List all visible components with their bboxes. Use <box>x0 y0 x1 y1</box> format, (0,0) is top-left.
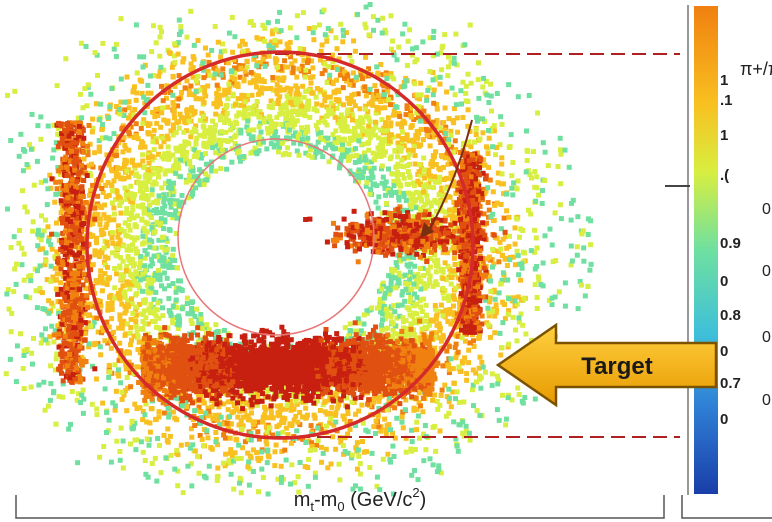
colorbar-tick-label: .( <box>720 167 729 184</box>
colorbar-tick-label: 0 <box>720 343 728 360</box>
inner-ring <box>177 138 375 336</box>
x-axis-frame <box>15 495 665 519</box>
colorbar-tick-label: 0 <box>720 273 728 290</box>
right-axis-frame <box>681 495 772 519</box>
colorbar-tick-label: 0 <box>720 411 728 428</box>
target-label: Target <box>581 353 653 380</box>
colorbar-tick-label: .1 <box>720 92 733 109</box>
side-tick-label: 0 <box>762 329 771 346</box>
colorbar-tick-labels: 1 .1 1 .( 0.9 0 0.8 0 0.7 0 <box>720 72 741 428</box>
outer-ring <box>85 50 475 440</box>
side-tick-label: 0 <box>762 201 771 218</box>
side-tick-label: 0 <box>762 263 771 280</box>
colorbar-tick-label: 1 <box>720 72 728 89</box>
colorbar-tick-label: 0.8 <box>720 307 741 324</box>
colorbar-tick-label: 0.7 <box>720 375 741 392</box>
colorbar-tick-label: 1 <box>720 127 728 144</box>
pointer-arrowhead <box>420 222 434 238</box>
side-tick-labels: 0 0 0 0 <box>762 201 771 409</box>
heatmap-points <box>3 2 594 497</box>
target-arrow <box>495 322 718 408</box>
side-tick-label: 0 <box>762 392 771 409</box>
colorbar-tick-label: 0.9 <box>720 235 741 252</box>
pointer-arrow <box>427 119 473 233</box>
x-axis-label: mt-m0 (GeV/c2) <box>294 485 427 514</box>
colorbar-title: π+/π- <box>740 59 772 79</box>
colorbar <box>694 6 718 494</box>
